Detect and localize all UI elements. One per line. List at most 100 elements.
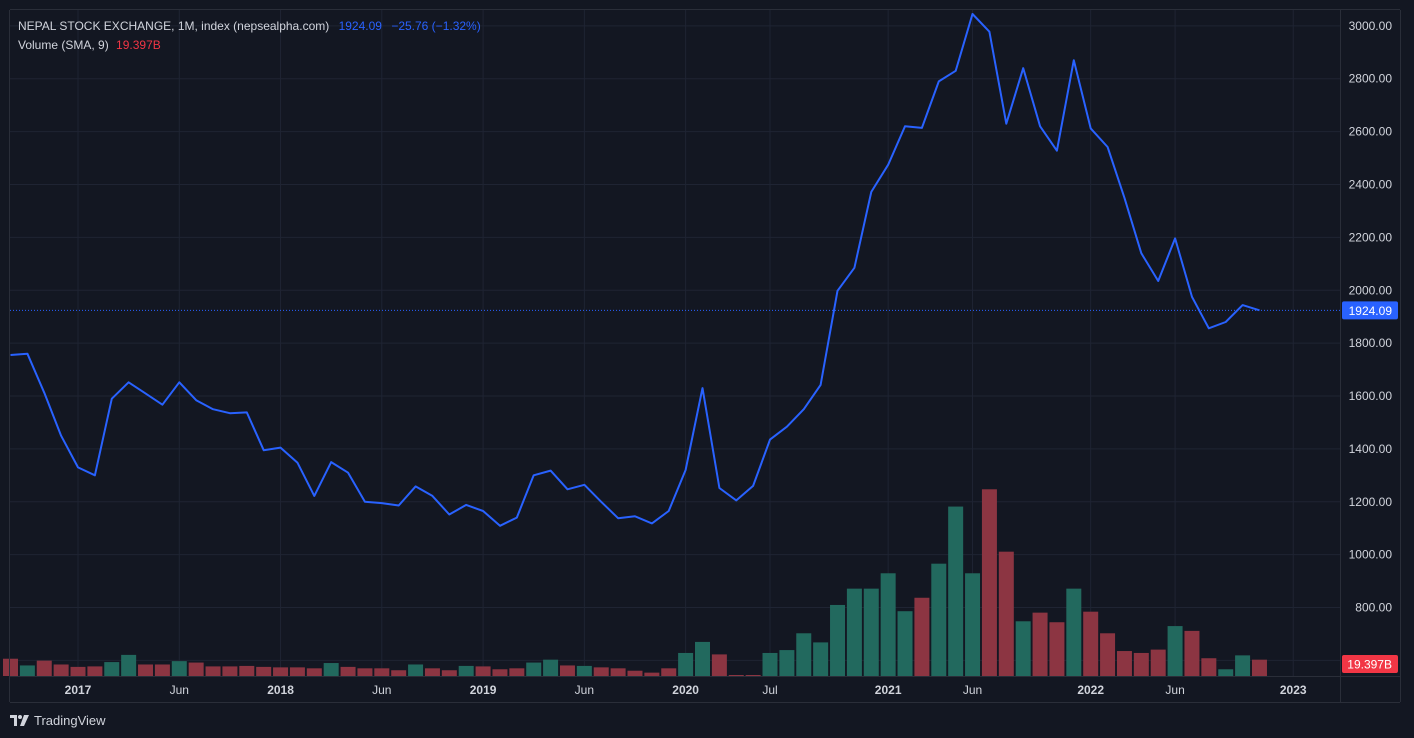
volume-bar: [1218, 669, 1234, 676]
axis-borders: [9, 9, 1401, 703]
volume-bar: [1083, 611, 1099, 676]
volume-bar: [1201, 658, 1217, 676]
x-tick-label: 2020: [672, 683, 699, 697]
volume-bar: [340, 666, 356, 676]
volume-badge: [1342, 655, 1398, 673]
time-axis[interactable]: 2017 Jun 2018 Jun 2019 Jun 2020 Jul 2021 Jun 2022 J…: [65, 683, 1307, 697]
x-tick-label: Jun: [372, 683, 391, 697]
y-tick-label: 1400.00: [1349, 442, 1393, 456]
x-tick-label: 2023: [1280, 683, 1307, 697]
volume-bar: [526, 662, 542, 676]
volume-bar: [694, 641, 710, 676]
last-price-badge-label: 1924.09: [1349, 304, 1393, 318]
volume-bar: [104, 662, 120, 676]
x-tick-label: Jul: [762, 683, 777, 697]
volume-bar: [357, 668, 373, 676]
volume-bar: [424, 668, 440, 676]
volume-bar: [205, 666, 221, 676]
y-tick-label: 1000.00: [1349, 548, 1393, 562]
volume-bar: [644, 672, 660, 676]
volume-bar: [711, 654, 727, 676]
volume-bar: [998, 551, 1014, 676]
volume-bar: [1133, 652, 1149, 676]
volume-bar: [492, 669, 508, 676]
price-axis[interactable]: 3000.00 2800.00 2600.00 2400.00 2200.00 2000.…: [1349, 19, 1393, 668]
y-tick-label: 2600.00: [1349, 125, 1393, 139]
legend-symbol[interactable]: NEPAL STOCK EXCHANGE, 1M, index (nepseal…: [18, 19, 330, 33]
y-tick-label: 1800.00: [1349, 336, 1393, 350]
volume-bar: [1167, 626, 1183, 676]
footer: TradingView: [10, 711, 106, 729]
x-tick-label: Jun: [963, 683, 982, 697]
volume-bar: [19, 665, 35, 676]
volume-bar: [897, 611, 913, 676]
volume-bar: [981, 489, 997, 676]
volume-bar: [559, 665, 575, 676]
volume-bar: [745, 675, 761, 676]
last-price-badge: [1342, 301, 1398, 320]
volume-bar: [1235, 655, 1251, 676]
volume-bar: [441, 670, 457, 676]
volume-bar: [728, 675, 744, 676]
volume-bar: [678, 652, 694, 676]
volume-bar: [121, 654, 137, 676]
volume-bar: [1100, 633, 1116, 676]
volume-bar: [53, 664, 69, 676]
x-tick-label: 2021: [875, 683, 902, 697]
x-tick-label: Jun: [575, 683, 594, 697]
y-tick-label: 1200.00: [1349, 495, 1393, 509]
volume-bars: [3, 489, 1267, 676]
y-tick-label: 2400.00: [1349, 177, 1393, 191]
legend-main-row: NEPAL STOCK EXCHANGE, 1M, index (nepseal…: [18, 17, 487, 36]
volume-bar: [188, 662, 204, 676]
volume-bar: [408, 664, 424, 676]
tradingview-logo-icon: [10, 714, 29, 726]
volume-bar: [458, 665, 474, 676]
legend-volume-label[interactable]: Volume (SMA, 9): [18, 38, 109, 52]
volume-bar: [931, 563, 947, 676]
y-tick-label: 2800.00: [1349, 72, 1393, 86]
volume-bar: [273, 667, 289, 676]
volume-bar: [1066, 588, 1082, 676]
volume-bar: [627, 670, 643, 676]
volume-bar: [306, 668, 322, 676]
volume-bar: [1032, 612, 1048, 676]
brand-name[interactable]: TradingView: [34, 712, 106, 728]
volume-bar: [1150, 649, 1166, 676]
volume-bar: [171, 661, 187, 676]
volume-bar: [509, 668, 525, 676]
volume-bar: [374, 668, 390, 676]
volume-bar: [70, 666, 86, 676]
y-tick-label: 3000.00: [1349, 19, 1393, 33]
volume-bar: [830, 604, 846, 676]
volume-bar: [391, 670, 407, 676]
volume-bar: [880, 573, 896, 676]
volume-bar: [846, 588, 862, 676]
volume-bar: [813, 642, 829, 676]
volume-bar: [610, 668, 626, 676]
volume-bar: [289, 667, 305, 676]
volume-bar: [1184, 630, 1200, 676]
legend-change: −25.76 (−1.32%): [391, 19, 481, 33]
volume-bar: [1049, 622, 1065, 676]
y-tick-label: 2200.00: [1349, 230, 1393, 244]
volume-bar: [779, 650, 795, 676]
volume-bar: [593, 667, 609, 676]
volume-bar: [138, 664, 154, 676]
y-tick-label: 1600.00: [1349, 389, 1393, 403]
axis-badges: 1924.09 19.397B: [1342, 301, 1398, 673]
volume-bar: [796, 633, 812, 676]
legend-volume-row: Volume (SMA, 9) 19.397B: [18, 36, 487, 55]
volume-bar: [154, 664, 170, 676]
legend-volume-value: 19.397B: [116, 38, 161, 52]
volume-bar: [965, 573, 981, 676]
x-tick-label: 2022: [1077, 683, 1104, 697]
legend-last-value: 1924.09: [338, 19, 382, 33]
x-tick-label: Jun: [170, 683, 189, 697]
volume-bar: [661, 668, 677, 676]
volume-bar: [543, 659, 559, 676]
volume-bar: [948, 506, 964, 676]
volume-bar: [256, 666, 272, 676]
volume-bar: [576, 665, 592, 676]
